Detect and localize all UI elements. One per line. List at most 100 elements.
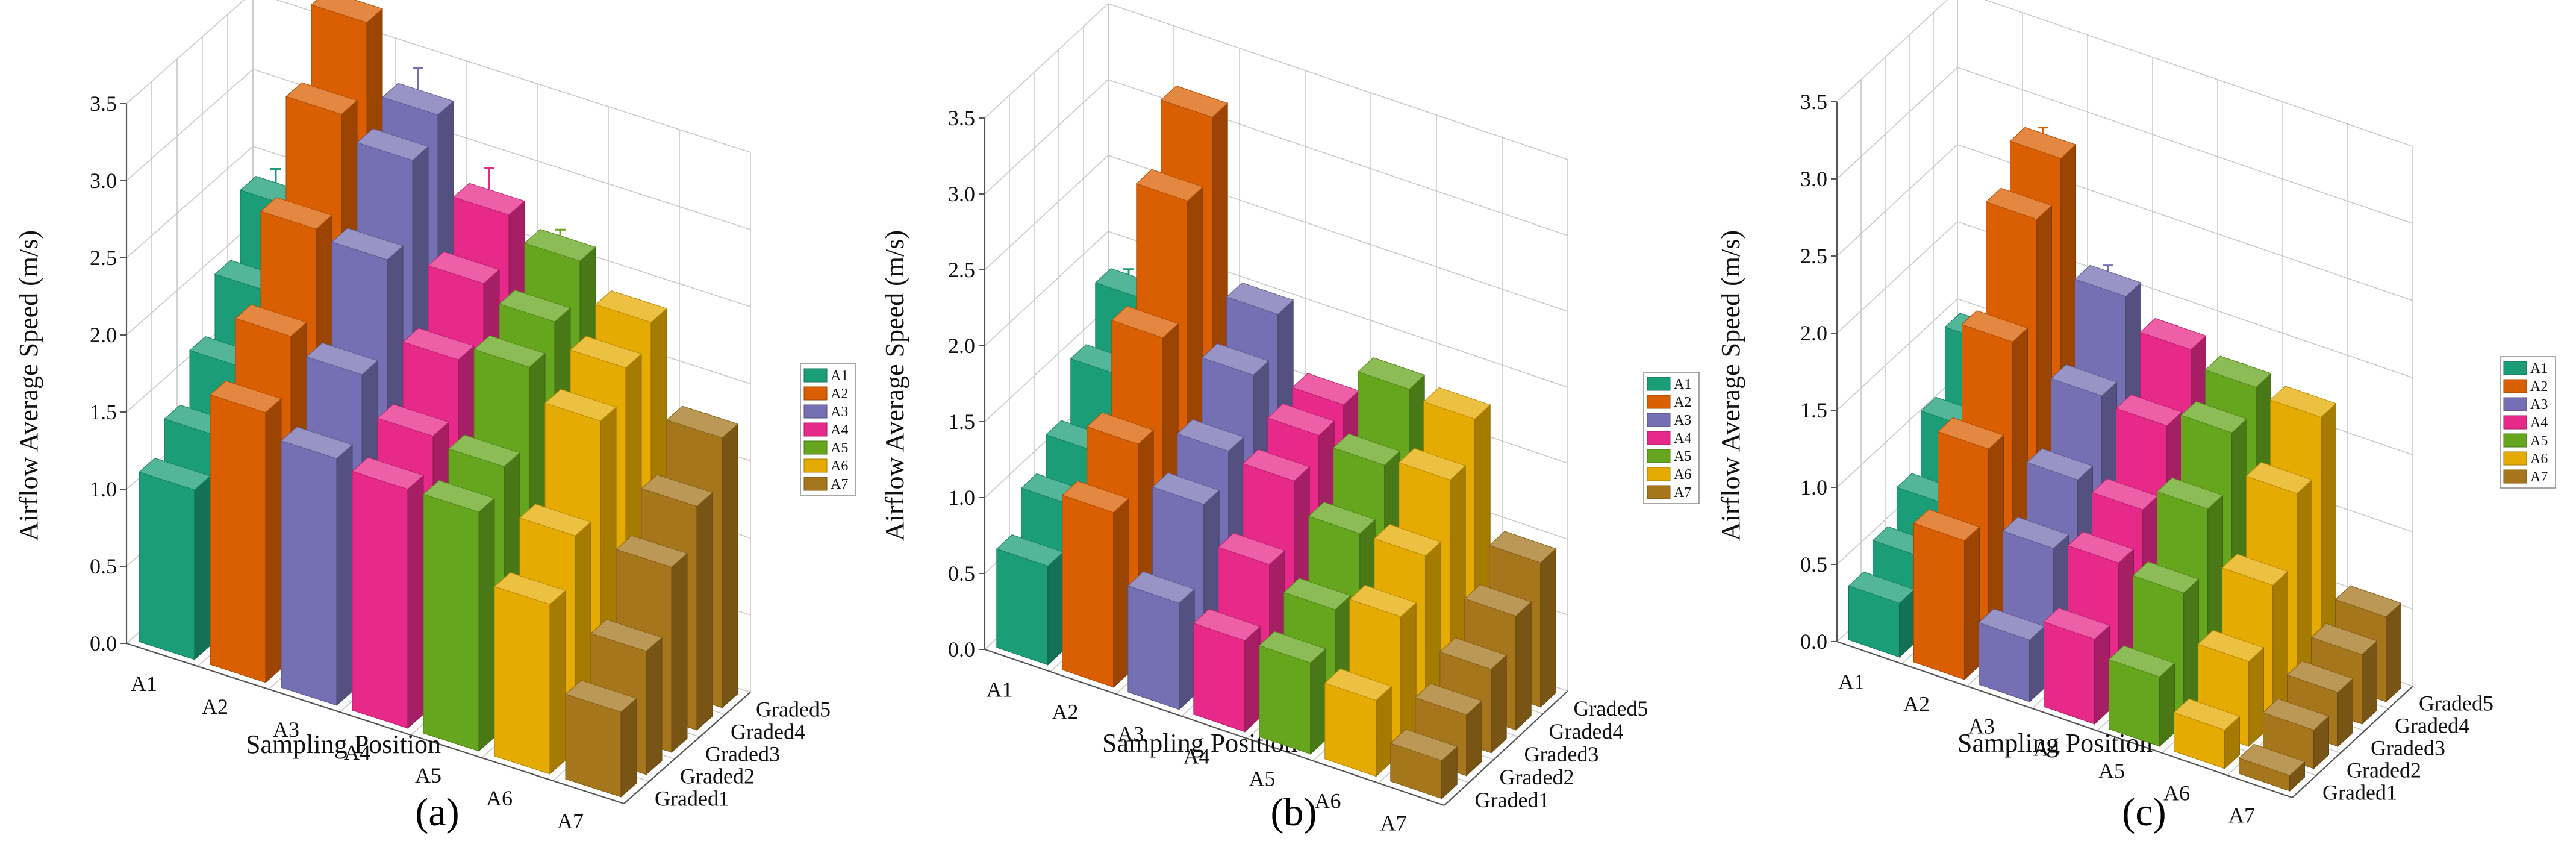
bar-top-face bbox=[2002, 516, 2069, 549]
z-tick-label: 3.5 bbox=[948, 106, 975, 130]
legend: A1 A2 A3 A4 A5 A6 A7 bbox=[1643, 372, 1700, 504]
bar-top-face bbox=[1913, 509, 1980, 542]
legend-label: A7 bbox=[2530, 469, 2548, 485]
panel-label-c: (c) bbox=[2122, 790, 2166, 834]
bar-top-face bbox=[357, 128, 429, 161]
bar-top-face bbox=[1357, 357, 1426, 390]
bars bbox=[1848, 127, 2402, 792]
bar-top-face bbox=[1389, 728, 1458, 761]
y-axis-title: Airflow Average Speed (m/s) bbox=[14, 230, 43, 541]
legend-swatch bbox=[803, 422, 828, 437]
bar-top-face bbox=[1086, 412, 1155, 445]
bar-top-face bbox=[1423, 387, 1491, 420]
bar-top-face bbox=[285, 82, 358, 115]
legend-swatch bbox=[803, 368, 828, 383]
legend-label: A3 bbox=[1674, 413, 1691, 428]
x-tick-label: A3 bbox=[1968, 714, 1995, 739]
bar-top-face bbox=[2269, 386, 2337, 418]
bar-side-face bbox=[1244, 625, 1261, 733]
z-tick-label: 1.0 bbox=[948, 486, 975, 510]
legend-label: A1 bbox=[831, 368, 848, 384]
bar-A3-Graded1 bbox=[1978, 608, 2045, 703]
legend-swatch bbox=[803, 386, 828, 401]
x-tick-label: A6 bbox=[486, 786, 513, 810]
chart-panel-2: 0.0 0.5 1.0 1.5 2.0 2.5 3.0 3.5 A1 A2 A3 A4 A5 A6 A7 Gr… bbox=[880, 3, 1700, 836]
bar-top-face bbox=[402, 328, 475, 360]
bar-top-face bbox=[1439, 637, 1508, 670]
x-tick-label: A7 bbox=[557, 809, 584, 833]
bar-top-face bbox=[1135, 169, 1204, 202]
bar-top-face bbox=[519, 504, 591, 536]
bar-top-face bbox=[499, 290, 571, 322]
bar-top-face bbox=[2156, 477, 2224, 510]
x-tick-label: A5 bbox=[1249, 767, 1276, 791]
legend-label: A2 bbox=[2530, 379, 2548, 395]
bar-side-face bbox=[549, 590, 566, 775]
z-tick-label: 1.5 bbox=[90, 400, 117, 424]
bar-top-face bbox=[1283, 578, 1352, 610]
x-tick-label: A4 bbox=[1184, 745, 1210, 769]
legend-label: A5 bbox=[831, 440, 848, 456]
bar-A1-Graded1 bbox=[139, 434, 211, 660]
bar-top-face bbox=[2026, 448, 2094, 481]
chart-panel-1: 0.0 0.5 1.0 1.5 2.0 2.5 3.0 3.5 A1 A2 A3 A4 A5 A6 A7 Gr… bbox=[14, 0, 856, 833]
bar-top-face bbox=[2173, 698, 2241, 731]
bar-front-face bbox=[494, 586, 550, 775]
bars bbox=[139, 0, 738, 798]
z-tick-label: 2.0 bbox=[90, 323, 117, 347]
legend-swatch bbox=[2503, 397, 2527, 411]
bar-top-face bbox=[1349, 584, 1417, 617]
z-tick-label: 0.5 bbox=[90, 554, 117, 578]
bar-side-face bbox=[1179, 588, 1195, 710]
legend-label: A7 bbox=[1674, 485, 1691, 501]
z-tick-label: 3.0 bbox=[1800, 167, 1827, 191]
x-tick-label: A1 bbox=[987, 678, 1013, 702]
bar-side-face bbox=[194, 475, 211, 660]
x-tick-label: A2 bbox=[1903, 692, 1930, 716]
bar-side-face bbox=[2386, 602, 2401, 703]
bar-top-face bbox=[2334, 585, 2402, 617]
bar-top-face bbox=[1373, 523, 1442, 557]
bar-front-face bbox=[281, 440, 337, 706]
bar-top-face bbox=[2132, 561, 2200, 593]
x-axis-title: Sampling Position bbox=[1957, 728, 2153, 758]
legend-swatch bbox=[1647, 485, 1671, 499]
z-tick-label: 3.5 bbox=[90, 92, 117, 116]
z-tick-label: 1.5 bbox=[948, 410, 975, 434]
bar-front-face bbox=[1259, 645, 1311, 755]
x-tick-label: A1 bbox=[131, 672, 157, 696]
bar-top-face bbox=[641, 474, 713, 507]
legend-label: A4 bbox=[1674, 431, 1691, 446]
x-tick-label: A7 bbox=[1380, 811, 1407, 836]
bar-top-face bbox=[235, 304, 307, 337]
bar-A7-Graded1 bbox=[2238, 743, 2306, 792]
depth-tick-label: Graded4 bbox=[1549, 719, 1624, 743]
bar-top-face bbox=[473, 335, 546, 368]
bar-A6-Graded1 bbox=[494, 572, 566, 775]
bar-top-face bbox=[377, 404, 449, 437]
bar-top-face bbox=[210, 380, 282, 413]
z-tick-label: 2.0 bbox=[1800, 321, 1827, 345]
z-tick-label: 3.0 bbox=[948, 182, 975, 206]
legend-swatch bbox=[1647, 395, 1671, 409]
bar-top-face bbox=[2115, 394, 2183, 427]
bar-side-face bbox=[2248, 647, 2264, 748]
legend-label: A6 bbox=[2530, 451, 2548, 467]
legend-swatch bbox=[1647, 431, 1671, 445]
bar-A7-Graded1 bbox=[565, 680, 637, 798]
bar-A5-Graded1 bbox=[2108, 645, 2175, 748]
bar-top-face bbox=[260, 197, 332, 230]
legend-swatch bbox=[803, 440, 828, 455]
z-tick-label: 0.0 bbox=[1800, 630, 1827, 654]
x-tick-label: A4 bbox=[2033, 737, 2060, 761]
depth-tick-label: Graded4 bbox=[2395, 714, 2469, 738]
z-tick-label: 3.5 bbox=[1800, 90, 1827, 114]
chart-panel-3: 0.0 0.5 1.0 1.5 2.0 2.5 3.0 3.5 A1 A2 A3 A4 A5 A6 A7 Gr… bbox=[1716, 0, 2556, 828]
bar-top-face bbox=[311, 0, 383, 23]
bar-A6-Graded1 bbox=[1324, 668, 1392, 777]
bar-top-face bbox=[2043, 607, 2110, 640]
bar-top-face bbox=[2310, 623, 2378, 655]
legend-label: A1 bbox=[2530, 361, 2548, 377]
bar-top-face bbox=[2050, 364, 2118, 396]
